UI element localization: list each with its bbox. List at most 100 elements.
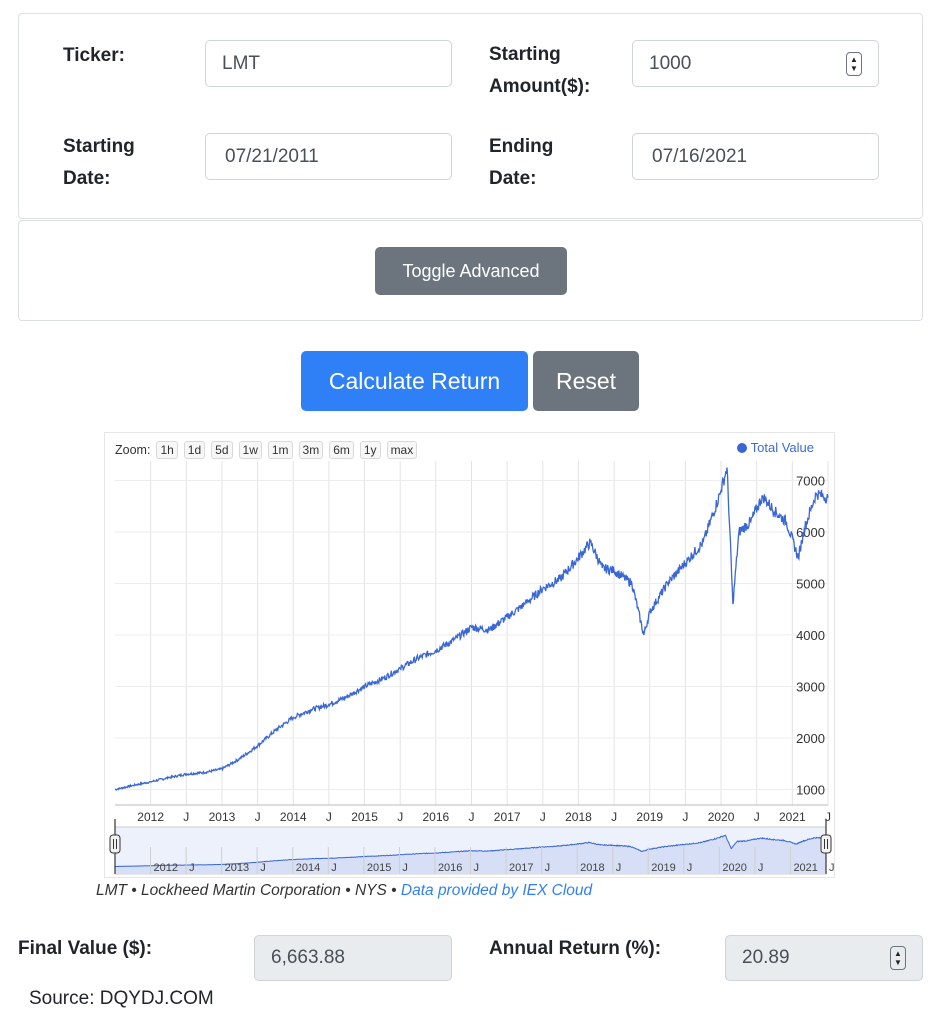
navigator-tick-label: 2014 (296, 862, 320, 874)
starting-amount-value: 1000 (649, 52, 692, 74)
legend-dot-icon (736, 442, 747, 453)
x-tick-label: 2012 (137, 810, 164, 824)
final-value-value: 6,663.88 (271, 947, 345, 968)
x-tick-label: J (469, 810, 475, 824)
x-tick-label: J (183, 810, 189, 824)
chart-caption-text: LMT • Lockheed Martin Corporation • NYS … (96, 882, 401, 899)
advanced-card: Toggle Advanced (18, 220, 923, 321)
x-tick-label: 2016 (422, 810, 449, 824)
y-tick-label: 7000 (796, 473, 825, 488)
navigator-right-handle[interactable] (820, 834, 832, 854)
navigator-tick-label: 2020 (722, 862, 746, 874)
navigator-tick-label: J (616, 862, 622, 874)
zoom-controls: Zoom: 1h 1d 5d 1w 1m 3m 6m 1y max (115, 441, 423, 459)
y-tick-label: 3000 (796, 680, 825, 695)
zoom-button-max[interactable]: max (386, 441, 418, 459)
annual-return-field: 20.89 ▲ ▼ (725, 935, 923, 981)
calculate-return-button[interactable]: Calculate Return (301, 351, 528, 411)
navigator-tick-label: 2021 (793, 862, 817, 874)
ending-date-value: 07/16/2021 (652, 145, 748, 167)
iex-cloud-link[interactable]: Data provided by IEX Cloud (400, 882, 593, 899)
navigator-tick-label: J (545, 862, 551, 874)
x-tick-label: J (326, 810, 332, 824)
navigator-tick-label: 2012 (154, 862, 178, 874)
x-tick-label: J (255, 810, 261, 824)
chart-caption: LMT • Lockheed Martin Corporation • NYS … (96, 882, 592, 900)
x-tick-label: 2015 (351, 810, 378, 824)
source-text: Source: DQYDJ.COM (29, 988, 214, 1009)
x-tick-label: 2019 (636, 810, 663, 824)
x-tick-label: 2013 (209, 810, 236, 824)
starting-amount-label-line1: Starting (489, 44, 561, 65)
x-tick-label: 2014 (280, 810, 307, 824)
starting-date-label-line1: Starting (63, 136, 135, 157)
y-tick-label: 6000 (796, 525, 825, 540)
legend-label: Total Value (750, 440, 814, 455)
x-tick-label: 2021 (779, 810, 806, 824)
starting-date-label: Starting Date: (63, 131, 135, 195)
reset-button[interactable]: Reset (533, 351, 639, 411)
x-tick-label: 2020 (708, 810, 735, 824)
number-stepper-icon[interactable]: ▲ ▼ (846, 51, 862, 76)
ticker-input[interactable]: LMT (205, 40, 452, 87)
starting-amount-input[interactable]: 1000 ▲ ▼ (632, 40, 879, 87)
x-tick-label: J (825, 810, 831, 824)
zoom-button-6m[interactable]: 6m (329, 441, 354, 459)
navigator-tick-label: J (260, 862, 266, 874)
input-card: Ticker: LMT Starting Amount($): 1000 ▲ ▼ … (18, 13, 923, 219)
ending-date-label-line2: Date: (489, 168, 537, 189)
ticker-value: LMT (222, 52, 260, 74)
zoom-button-1y[interactable]: 1y (359, 441, 381, 459)
starting-amount-label: Starting Amount($): (489, 39, 590, 103)
ticker-label: Ticker: (63, 45, 125, 66)
navigator-tick-label: 2019 (651, 862, 675, 874)
navigator-tick-label: J (829, 862, 835, 874)
starting-date-value: 07/21/2011 (225, 145, 319, 167)
ending-date-input[interactable]: 07/16/2021 (632, 133, 879, 180)
y-tick-label: 2000 (796, 731, 825, 746)
navigator-tick-label: J (474, 862, 480, 874)
y-tick-label: 4000 (796, 628, 825, 643)
y-tick-label: 1000 (796, 783, 825, 798)
chart-legend[interactable]: Total Value (736, 440, 814, 455)
navigator-tick-label: 2018 (580, 862, 604, 874)
stock-chart: 2012 J 2013 J 2014 J 2015 J 2016 J 2017 J 2018 J 2019 J… (104, 432, 835, 878)
total-value-series-line (114, 467, 829, 791)
zoom-button-1w[interactable]: 1w (238, 441, 262, 459)
annual-return-value: 20.89 (742, 947, 790, 968)
zoom-label: Zoom: (115, 443, 151, 457)
x-tick-label: J (397, 810, 403, 824)
zoom-button-3m[interactable]: 3m (298, 441, 324, 459)
zoom-button-1h[interactable]: 1h (156, 441, 178, 459)
final-value-label: Final Value ($): (18, 938, 153, 959)
zoom-button-1m[interactable]: 1m (267, 441, 293, 459)
ending-date-label: Ending Date: (489, 131, 553, 195)
number-stepper-icon[interactable]: ▲ ▼ (890, 946, 906, 970)
annual-return-label: Annual Return (%): (489, 938, 662, 959)
ending-date-label-line1: Ending (489, 136, 554, 157)
navigator-tick-label: 2017 (509, 862, 533, 874)
navigator-left-handle[interactable] (109, 834, 121, 854)
x-tick-label: J (754, 810, 760, 824)
starting-date-label-line2: Date: (63, 168, 111, 189)
x-tick-label: 2018 (565, 810, 592, 824)
chart-canvas: 2012 J 2013 J 2014 J 2015 J 2016 J 2017 J 2018 J 2019 J… (109, 461, 835, 875)
starting-date-input[interactable]: 07/21/2011 (205, 133, 452, 180)
x-tick-label: J (611, 810, 617, 824)
navigator-tick-label: J (687, 862, 693, 874)
navigator-tick-label: 2015 (367, 862, 391, 874)
navigator-tick-label: 2016 (438, 862, 462, 874)
toggle-advanced-button[interactable]: Toggle Advanced (375, 247, 567, 295)
final-value-field: 6,663.88 (254, 935, 452, 981)
x-tick-label: J (540, 810, 546, 824)
navigator-tick-label: J (189, 862, 195, 874)
x-tick-label: 2017 (494, 810, 521, 824)
x-tick-label: J (682, 810, 688, 824)
navigator-tick-label: J (331, 862, 337, 874)
y-tick-label: 5000 (796, 576, 825, 591)
navigator-tick-label: J (402, 862, 408, 874)
zoom-button-1d[interactable]: 1d (183, 441, 206, 459)
zoom-button-5d[interactable]: 5d (211, 441, 233, 459)
starting-amount-label-line2: Amount($): (489, 76, 591, 97)
navigator-tick-label: 2013 (225, 862, 249, 874)
